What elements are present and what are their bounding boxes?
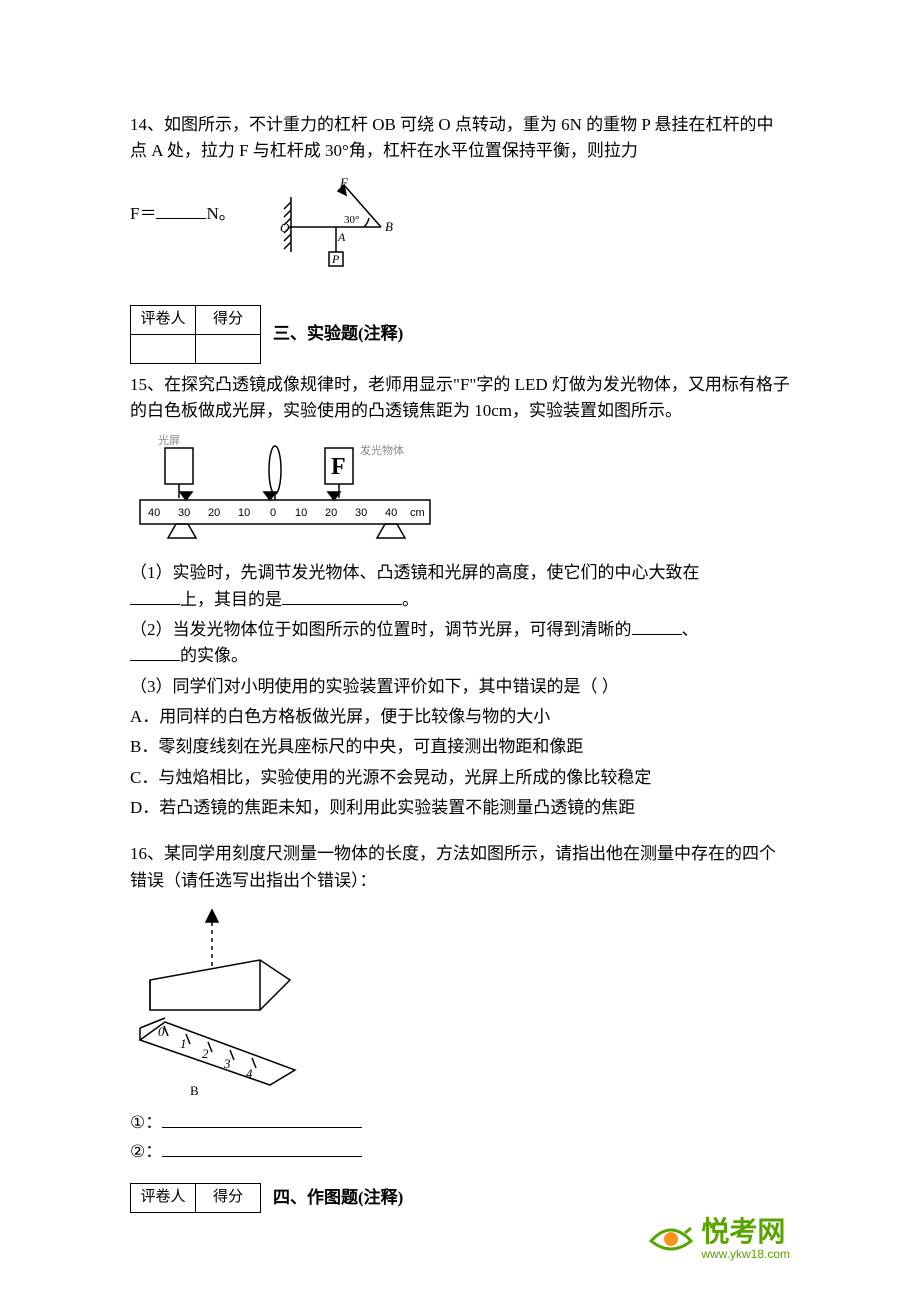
logo-url: www.ykw18.com — [701, 1248, 790, 1260]
svg-text:B: B — [385, 219, 393, 234]
svg-text:40: 40 — [385, 507, 397, 519]
q14-suffix: N。 — [206, 204, 235, 223]
q15-optA: A．用同样的白色方格板做光屏，便于比较像与物的大小 — [130, 704, 790, 730]
q14-prefix: F＝ — [130, 204, 156, 223]
sb2-h2: 得分 — [196, 1183, 261, 1212]
svg-text:30: 30 — [178, 507, 190, 519]
q14-blank[interactable] — [156, 202, 206, 219]
site-logo: 悦考网 www.ykw18.com — [649, 1218, 790, 1260]
sb2-h1: 评卷人 — [131, 1183, 196, 1212]
q16-a1-blank[interactable] — [162, 1111, 362, 1128]
logo-eye-icon — [649, 1223, 693, 1255]
svg-text:20: 20 — [208, 507, 220, 519]
q16-a2-label: ②： — [130, 1142, 162, 1161]
svg-text:3: 3 — [223, 1056, 231, 1071]
sb1-c2[interactable] — [196, 334, 261, 363]
section4-row: 评卷人得分 四、作图题(注释) — [130, 1183, 790, 1213]
sb1-h1: 评卷人 — [131, 305, 196, 334]
q16-a1-row: ①： — [130, 1110, 790, 1136]
q14-answer-row: F＝ N。 F O B A P 30° — [130, 171, 790, 287]
q15-p1-blank2[interactable] — [282, 588, 402, 605]
q15-optB: B．零刻度线刻在光具座标尺的中央，可直接测出物距和像距 — [130, 734, 790, 760]
q16-diagram: 0 1 2 3 4 B — [130, 900, 310, 1100]
section3-row: 评卷人得分 三、实验题(注释) — [130, 305, 790, 364]
q16-text: 16、某同学用刻度尺测量一物体的长度，方法如图所示，请指出他在测量中存在的四个错… — [130, 841, 790, 894]
q15-p3: （3）同学们对小明使用的实验装置评价如下，其中错误的是（ ） — [130, 674, 790, 700]
svg-text:2: 2 — [202, 1046, 209, 1061]
q14-text: 14、如图所示，不计重力的杠杆 OB 可绕 O 点转动，重为 6N 的重物 P … — [130, 112, 790, 165]
svg-text:4: 4 — [246, 1066, 253, 1081]
svg-text:发光物体: 发光物体 — [360, 443, 404, 457]
svg-text:O: O — [280, 220, 290, 235]
q16-a2-row: ②： — [130, 1139, 790, 1165]
q16-a2-blank[interactable] — [162, 1140, 362, 1157]
q15-optD: D．若凸透镜的焦距未知，则利用此实验装置不能测量凸透镜的焦距 — [130, 795, 790, 821]
q15-diagram: 40 30 20 10 0 10 20 30 40 cm F 光屏 发光物体 — [130, 430, 440, 550]
logo-title: 悦考网 — [701, 1218, 790, 1246]
svg-text:30: 30 — [355, 507, 367, 519]
q15-p1-blank1[interactable] — [130, 588, 180, 605]
svg-text:F: F — [339, 177, 349, 190]
svg-text:10: 10 — [295, 507, 307, 519]
score-table-1: 评卷人得分 — [130, 305, 261, 364]
q16-a1-label: ①： — [130, 1113, 162, 1132]
svg-text:0: 0 — [270, 507, 276, 519]
svg-text:光屏: 光屏 — [158, 433, 180, 447]
q15-p1: （1）实验时，先调节发光物体、凸透镜和光屏的高度，使它们的中心大致在 上，其目的… — [130, 560, 790, 613]
q15-p2-blank2[interactable] — [130, 644, 180, 661]
sb1-h2: 得分 — [196, 305, 261, 334]
svg-text:cm: cm — [410, 507, 425, 519]
q15-optC: C．与烛焰相比，实验使用的光源不会晃动，光屏上所成的像比较稳定 — [130, 765, 790, 791]
svg-text:B: B — [190, 1083, 199, 1098]
svg-text:10: 10 — [238, 507, 250, 519]
section3-title: 三、实验题(注释) — [273, 321, 403, 347]
q15-intro: 15、在探究凸透镜成像规律时，老师用显示"F"字的 LED 灯做为发光物体，又用… — [130, 372, 790, 425]
svg-text:30°: 30° — [344, 214, 359, 226]
svg-text:1: 1 — [180, 1036, 187, 1051]
svg-text:20: 20 — [325, 507, 337, 519]
q14-diagram: F O B A P 30° — [276, 177, 406, 277]
q15-p2: （2）当发光物体位于如图所示的位置时，调节光屏，可得到清晰的、 的实像。 — [130, 617, 790, 670]
svg-text:A: A — [337, 230, 346, 244]
svg-text:P: P — [331, 252, 340, 266]
q15-p2-blank1[interactable] — [632, 618, 682, 635]
svg-text:40: 40 — [148, 507, 160, 519]
svg-text:F: F — [331, 454, 346, 480]
score-table-2: 评卷人得分 — [130, 1183, 261, 1213]
section4-title: 四、作图题(注释) — [273, 1185, 403, 1211]
sb1-c1[interactable] — [131, 334, 196, 363]
